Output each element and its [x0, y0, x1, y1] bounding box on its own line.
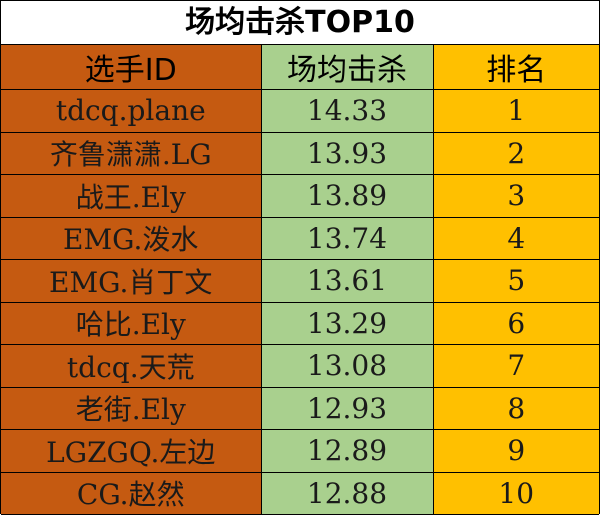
avg-kills-cell: 12.89: [260, 429, 434, 473]
player-id-cell: EMG.肖丁文: [1, 259, 262, 303]
player-id-cell: tdcq.天荒: [1, 344, 262, 388]
table-row: 老街.Ely 12.93 8: [1, 386, 599, 430]
player-id-cell: 战王.Ely: [1, 174, 262, 218]
player-id-cell: LGZGQ.左边: [1, 429, 262, 473]
rank-cell: 1: [432, 89, 599, 133]
table-row: 战王.Ely 13.89 3: [1, 174, 599, 218]
avg-kills-cell: 13.93: [260, 131, 434, 175]
header-player-id: 选手ID: [1, 45, 262, 90]
rank-cell: 9: [432, 429, 599, 473]
player-id-cell: EMG.泼水: [1, 216, 262, 260]
rank-cell: 7: [432, 344, 599, 388]
table-row: tdcq.plane 14.33 1: [1, 89, 599, 133]
table-row: tdcq.天荒 13.08 7: [1, 344, 599, 388]
avg-kills-cell: 13.74: [260, 216, 434, 260]
player-id-cell: 齐鲁潇潇.LG: [1, 131, 262, 175]
avg-kills-cell: 12.93: [260, 386, 434, 430]
avg-kills-cell: 13.61: [260, 259, 434, 303]
table-row: 哈比.Ely 13.29 6: [1, 301, 599, 345]
rank-cell: 8: [432, 386, 599, 430]
avg-kills-cell: 13.89: [260, 174, 434, 218]
player-id-cell: CG.赵然: [1, 471, 262, 515]
table-row: 齐鲁潇潇.LG 13.93 2: [1, 131, 599, 175]
rank-cell: 10: [432, 471, 599, 515]
rank-cell: 6: [432, 301, 599, 345]
player-id-cell: 老街.Ely: [1, 386, 262, 430]
avg-kills-cell: 14.33: [260, 89, 434, 133]
table-row: CG.赵然 12.88 10: [1, 471, 599, 515]
ranking-table: 选手ID 场均击杀 排名 tdcq.plane 14.33 1 齐鲁潇潇.LG 13.9…: [1, 45, 599, 515]
avg-kills-cell: 13.29: [260, 301, 434, 345]
rank-cell: 3: [432, 174, 599, 218]
rank-cell: 2: [432, 131, 599, 175]
avg-kills-cell: 12.88: [260, 471, 434, 515]
avg-kills-cell: 13.08: [260, 344, 434, 388]
header-avg-kills: 场均击杀: [260, 45, 434, 90]
rank-cell: 4: [432, 216, 599, 260]
player-id-cell: 哈比.Ely: [1, 301, 262, 345]
table-row: LGZGQ.左边 12.89 9: [1, 429, 599, 473]
header-row: 选手ID 场均击杀 排名: [1, 45, 599, 90]
table-row: EMG.泼水 13.74 4: [1, 216, 599, 260]
table-row: EMG.肖丁文 13.61 5: [1, 259, 599, 303]
sheet-title: 场均击杀TOP10: [1, 1, 599, 45]
header-rank: 排名: [432, 45, 599, 90]
player-id-cell: tdcq.plane: [1, 89, 262, 133]
rank-cell: 5: [432, 259, 599, 303]
